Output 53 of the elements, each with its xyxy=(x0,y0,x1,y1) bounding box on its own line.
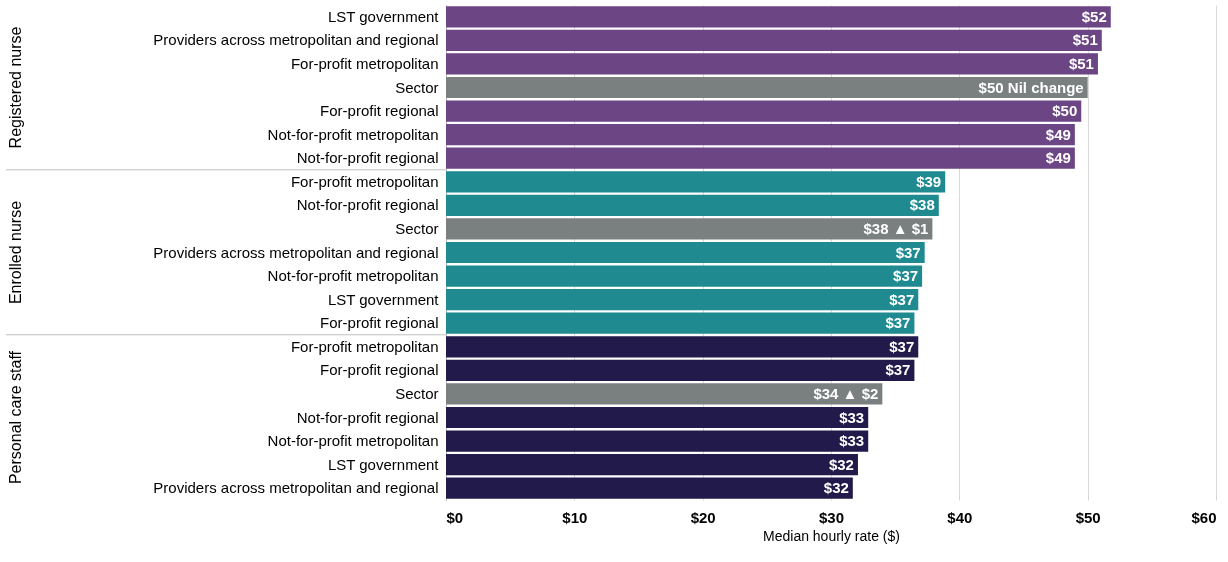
data-label: $37 xyxy=(893,267,919,285)
data-label: $33 xyxy=(839,432,865,450)
data-label: $37 xyxy=(889,337,915,355)
y-tick-label: Not-for-profit regional xyxy=(296,196,439,214)
y-tick-label: Not-for-profit metropolitan xyxy=(267,125,439,143)
y-tick-label: Sector xyxy=(395,78,439,96)
data-label: $49 xyxy=(1045,125,1071,143)
y-tick-label: Not-for-profit regional xyxy=(296,408,439,426)
data-label: $32 xyxy=(823,479,849,497)
x-tick-label: $60 xyxy=(1191,508,1217,526)
y-tick-label: Sector xyxy=(395,384,439,402)
data-label: $37 xyxy=(885,314,911,332)
x-tick-label: $50 xyxy=(1075,508,1101,526)
data-label: $51 xyxy=(1068,54,1094,72)
y-tick-label: For-profit regional xyxy=(320,361,439,379)
y-tick-label: Providers across metropolitan and regional xyxy=(153,243,439,261)
y-tick-label: Sector xyxy=(395,219,439,237)
data-label: $32 xyxy=(828,455,854,473)
y-tick-label: Providers across metropolitan and regional xyxy=(153,479,439,497)
x-tick-label: $30 xyxy=(818,508,845,526)
y-tick-label: LST government xyxy=(327,290,440,308)
x-axis-title: Median hourly rate ($) xyxy=(763,527,900,544)
text: Personal care staff xyxy=(7,350,24,485)
data-label: $33 xyxy=(839,408,865,426)
data-label: $34 ▲ $2 xyxy=(813,384,879,402)
x-tick-label: $20 xyxy=(690,508,716,526)
y-tick-label: Not-for-profit metropolitan xyxy=(267,432,439,450)
y-tick-label: For-profit metropolitan xyxy=(290,337,439,355)
y-tick-label: LST government xyxy=(327,455,440,473)
data-label: $38 ▲ $1 xyxy=(863,219,929,237)
x-tick-label: $0 xyxy=(446,508,464,526)
data-label: $37 xyxy=(895,243,921,261)
y-tick-label: Not-for-profit regional xyxy=(296,149,439,167)
y-tick-label: Providers across metropolitan and regional xyxy=(153,31,439,49)
text: Enrolled nurse xyxy=(7,200,24,305)
y-tick-label: For-profit metropolitan xyxy=(290,54,439,72)
y-tick-label: LST government xyxy=(327,7,440,25)
y-tick-label: For-profit metropolitan xyxy=(290,172,439,190)
y-tick-label: Not-for-profit metropolitan xyxy=(267,267,439,285)
data-label: $50 Nil change xyxy=(978,78,1084,96)
x-tick-label: $10 xyxy=(562,508,588,526)
data-label: $49 xyxy=(1045,149,1071,167)
data-label: $37 xyxy=(885,361,911,379)
data-label: $50 xyxy=(1052,102,1078,120)
data-label: $38 xyxy=(909,196,935,214)
y-tick-label: For-profit regional xyxy=(320,102,439,120)
text: Registered nurse xyxy=(7,26,24,149)
x-tick-label: $40 xyxy=(947,508,973,526)
data-label: $51 xyxy=(1072,31,1098,49)
data-label: $39 xyxy=(916,172,942,190)
data-label: $37 xyxy=(889,290,915,308)
data-label: $52 xyxy=(1081,7,1107,25)
y-tick-label: For-profit regional xyxy=(320,314,439,332)
